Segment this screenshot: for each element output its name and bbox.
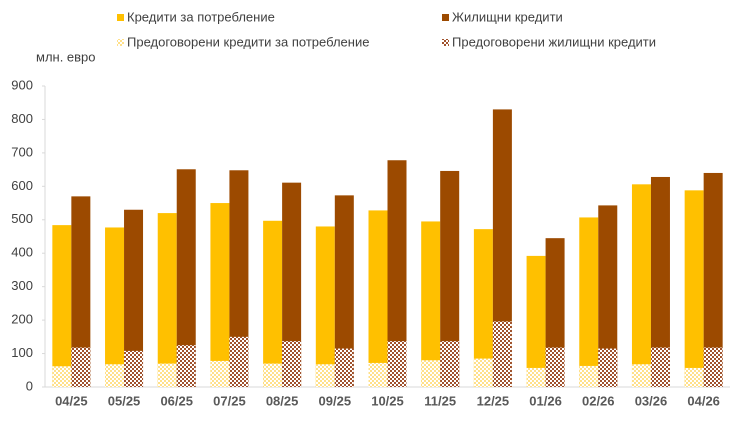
y-tick-label: 200 bbox=[11, 312, 33, 327]
x-tick-label: 04/25 bbox=[55, 393, 88, 408]
renegotiated-bar bbox=[598, 348, 618, 387]
renegotiated-bar bbox=[526, 367, 546, 387]
legend-label: Жилищни кредити bbox=[452, 9, 563, 24]
bar bbox=[263, 220, 283, 387]
bar bbox=[526, 255, 546, 387]
bar bbox=[176, 169, 196, 387]
x-tick-label: 02/26 bbox=[582, 393, 615, 408]
y-tick-label: 500 bbox=[11, 211, 33, 226]
bar bbox=[315, 226, 335, 387]
x-tick-label: 06/25 bbox=[160, 393, 193, 408]
bar bbox=[71, 196, 91, 387]
bar bbox=[157, 213, 177, 387]
legend-label: Кредити за потребление bbox=[127, 9, 275, 24]
y-tick-label: 700 bbox=[11, 144, 33, 159]
renegotiated-bar bbox=[368, 362, 388, 387]
y-tick-label: 900 bbox=[11, 77, 33, 92]
renegotiated-bar bbox=[579, 365, 599, 387]
renegotiated-bar bbox=[492, 321, 512, 387]
x-tick-label: 01/26 bbox=[529, 393, 562, 408]
x-tick-label: 07/25 bbox=[213, 393, 246, 408]
renegotiated-bar bbox=[176, 345, 196, 387]
bar bbox=[473, 229, 493, 387]
y-tick-label: 0 bbox=[26, 378, 33, 393]
x-tick-label: 04/26 bbox=[687, 393, 720, 408]
renegotiated-bar bbox=[315, 364, 335, 387]
bar bbox=[421, 221, 441, 387]
x-tick-label: 08/25 bbox=[266, 393, 299, 408]
renegotiated-bar bbox=[703, 347, 723, 387]
bar bbox=[368, 210, 388, 387]
legend-swatch bbox=[117, 39, 124, 46]
renegotiated-bar bbox=[421, 360, 441, 387]
renegotiated-bar bbox=[210, 360, 230, 387]
bar bbox=[440, 170, 460, 387]
renegotiated-bar bbox=[52, 366, 72, 387]
legend-swatch bbox=[117, 14, 124, 21]
bar bbox=[631, 184, 651, 387]
x-tick-label: 09/25 bbox=[319, 393, 352, 408]
renegotiated-bar bbox=[684, 367, 704, 387]
renegotiated-bar bbox=[473, 358, 493, 387]
renegotiated-bar bbox=[105, 364, 125, 387]
renegotiated-bar bbox=[157, 363, 177, 387]
y-tick-label: 600 bbox=[11, 178, 33, 193]
legend-label: Предоговорени кредити за потребление bbox=[127, 34, 369, 49]
x-tick-label: 10/25 bbox=[371, 393, 404, 408]
y-tick-label: 800 bbox=[11, 111, 33, 126]
renegotiated-bar bbox=[124, 350, 144, 387]
legend-swatch bbox=[442, 14, 449, 21]
renegotiated-bar bbox=[650, 347, 670, 387]
renegotiated-bar bbox=[282, 341, 302, 387]
renegotiated-bar bbox=[229, 336, 249, 387]
bar bbox=[387, 160, 407, 387]
legend-label: Предоговорени жилищни кредити bbox=[452, 34, 656, 49]
legend-swatch bbox=[442, 39, 449, 46]
renegotiated-bar bbox=[440, 341, 460, 387]
y-axis-label: млн. евро bbox=[36, 49, 96, 64]
bar bbox=[105, 227, 125, 387]
renegotiated-bar bbox=[71, 347, 91, 387]
x-tick-label: 11/25 bbox=[424, 393, 456, 408]
bar bbox=[684, 190, 704, 387]
renegotiated-bar bbox=[387, 341, 407, 387]
x-tick-label: 12/25 bbox=[477, 393, 510, 408]
bar bbox=[579, 217, 599, 387]
bar bbox=[124, 209, 144, 387]
x-tick-label: 03/26 bbox=[635, 393, 668, 408]
bar bbox=[52, 225, 72, 387]
renegotiated-bar bbox=[263, 363, 283, 387]
y-tick-label: 300 bbox=[11, 278, 33, 293]
bar bbox=[650, 176, 670, 387]
bar bbox=[598, 205, 618, 387]
bar bbox=[282, 182, 302, 387]
renegotiated-bar bbox=[334, 348, 354, 387]
bar bbox=[703, 172, 723, 387]
renegotiated-bar bbox=[631, 364, 651, 387]
bar bbox=[229, 170, 249, 387]
bar bbox=[492, 109, 512, 388]
y-tick-label: 100 bbox=[11, 345, 33, 360]
x-tick-label: 05/25 bbox=[108, 393, 141, 408]
bar bbox=[334, 195, 354, 387]
bar bbox=[210, 203, 230, 387]
renegotiated-bar bbox=[545, 347, 565, 387]
y-tick-label: 400 bbox=[11, 245, 33, 260]
